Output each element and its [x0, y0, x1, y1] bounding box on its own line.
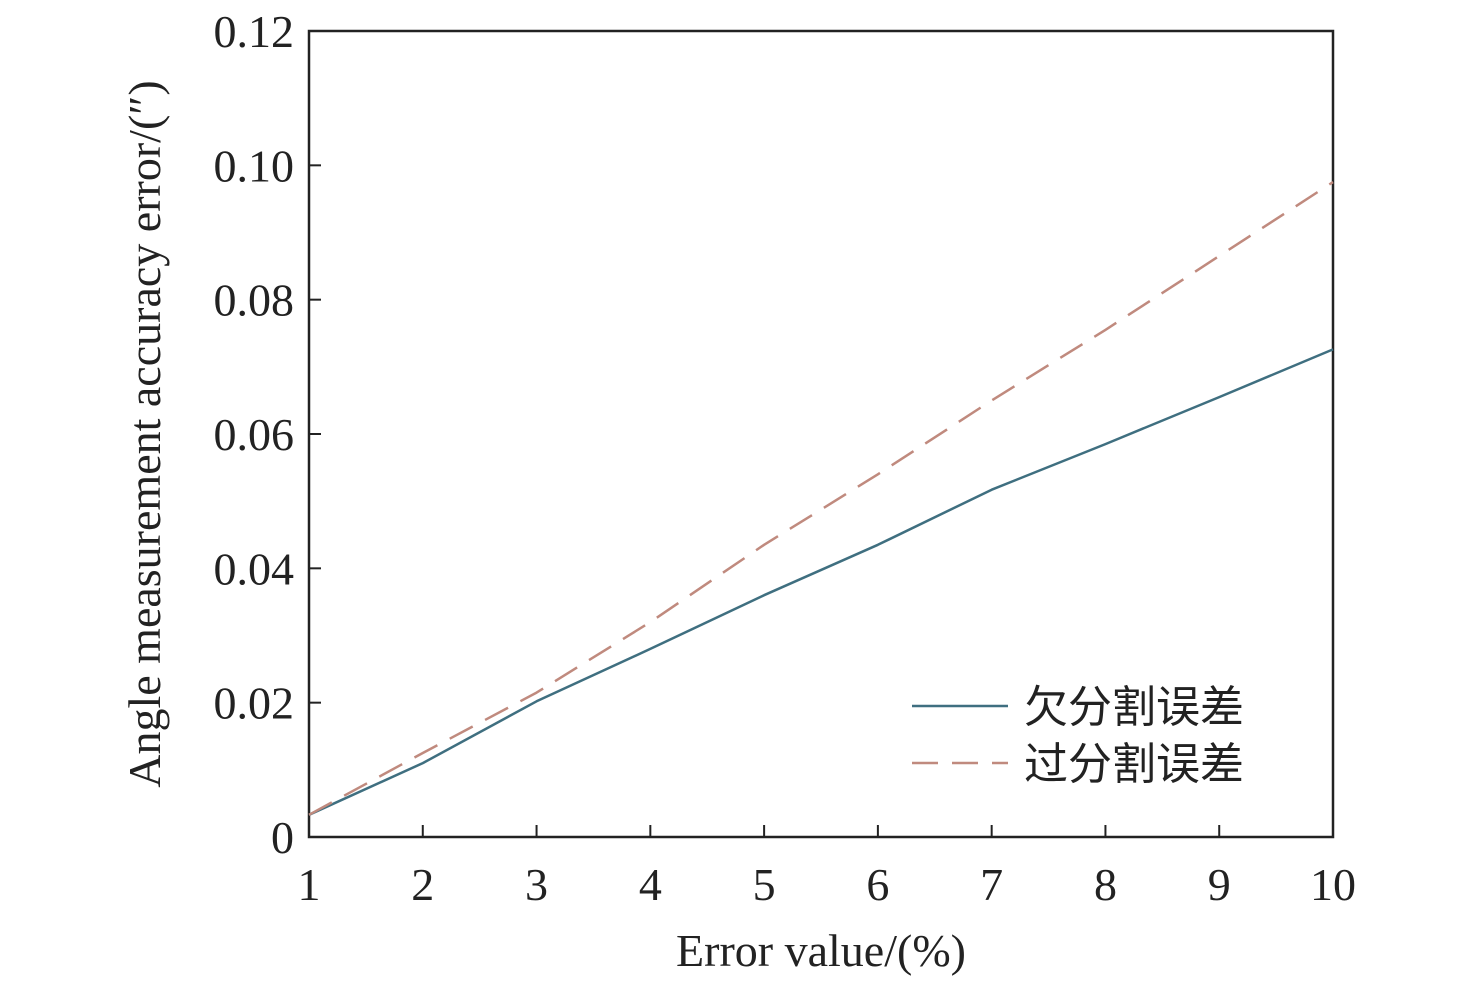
x-tick-label: 5 [753, 859, 776, 910]
x-tick-label: 8 [1094, 859, 1117, 910]
y-tick-label: 0.04 [214, 543, 295, 594]
over-segmentation-error-line [308, 181, 1334, 816]
y-tick-label: 0.02 [214, 678, 295, 729]
series-layer [308, 181, 1334, 816]
x-tick-label: 10 [1310, 859, 1356, 910]
x-axis-ticks: 1 2 3 4 5 6 7 8 9 10 [298, 825, 1356, 910]
y-tick-label: 0.06 [214, 409, 295, 460]
under-segmentation-error-line [308, 348, 1334, 816]
y-tick-label: 0 [271, 812, 294, 863]
legend-label: 过分割误差 [1024, 739, 1244, 790]
y-tick-label: 0.08 [214, 275, 295, 326]
y-axis-ticks: 0 0.02 0.04 0.06 0.08 0.10 0.12 [214, 6, 321, 863]
x-tick-label: 9 [1208, 859, 1231, 910]
y-axis-title: Angle measurement accuracy error/(″) [119, 80, 170, 788]
x-tick-label: 6 [866, 859, 889, 910]
x-axis-title: Error value/(%) [676, 925, 966, 976]
x-tick-label: 7 [980, 859, 1003, 910]
legend-label: 欠分割误差 [1024, 682, 1244, 733]
x-tick-label: 3 [525, 859, 548, 910]
y-tick-label: 0.10 [214, 140, 295, 191]
x-tick-label: 1 [298, 859, 321, 910]
x-tick-label: 4 [639, 859, 662, 910]
y-tick-label: 0.12 [214, 6, 295, 57]
x-tick-label: 2 [411, 859, 434, 910]
